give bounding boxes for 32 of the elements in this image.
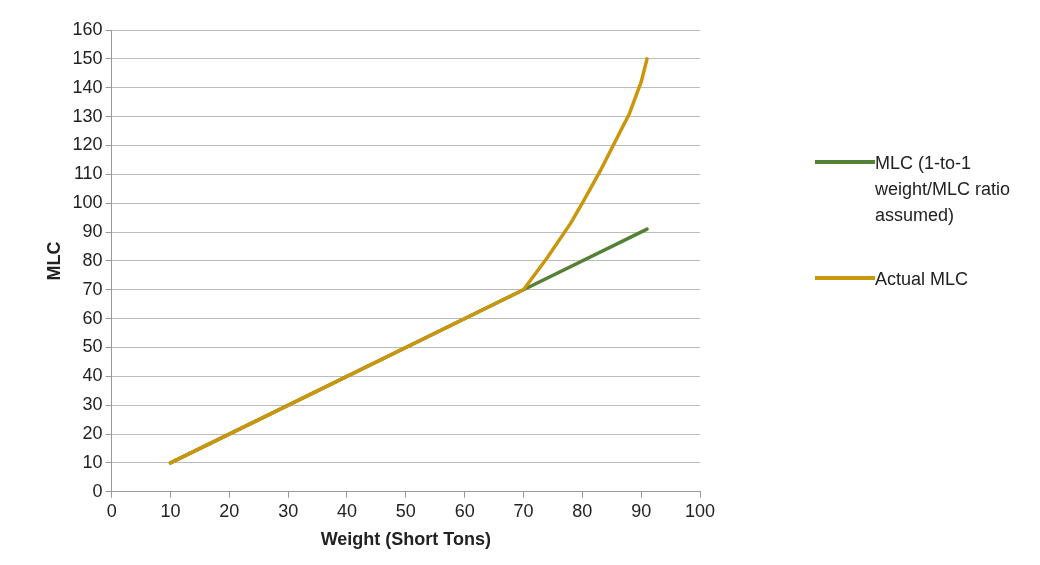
y-tick-label: 150: [72, 47, 103, 68]
y-tick-label: 120: [72, 134, 103, 155]
y-tick-label: 110: [73, 163, 103, 184]
legend-label: MLC (1-to-1 weight/MLC ratio assumed): [875, 152, 1012, 227]
x-tick-label: 10: [160, 500, 181, 521]
y-tick-label: 30: [82, 394, 103, 415]
x-tick-label: 60: [454, 500, 475, 521]
y-tick-label: 50: [82, 336, 103, 357]
y-tick-label: 10: [82, 451, 103, 472]
x-axis-title: Weight (Short Tons): [320, 529, 491, 550]
legend-label: Actual MLC: [875, 268, 970, 291]
y-tick-label: 140: [72, 76, 103, 97]
x-tick-label: 30: [278, 500, 299, 521]
x-tick-label: 40: [336, 500, 357, 521]
x-tick-label: 100: [684, 500, 716, 521]
y-tick-label: 130: [72, 105, 103, 126]
y-tick-label: 70: [82, 278, 103, 299]
x-tick-label: 50: [395, 500, 416, 521]
y-tick-label: 90: [82, 221, 103, 242]
y-tick-label: 100: [72, 192, 103, 213]
y-axis-title: MLC: [43, 241, 64, 281]
y-tick-label: 0: [92, 480, 103, 501]
y-tick-label: 20: [82, 423, 103, 444]
y-tick-label: 160: [72, 18, 103, 39]
x-tick-label: 80: [572, 500, 593, 521]
x-tick-label: 70: [513, 500, 534, 521]
y-tick-label: 60: [82, 307, 103, 328]
x-tick-label: 0: [106, 500, 117, 521]
x-tick-label: 90: [631, 500, 652, 521]
y-tick-label: 40: [82, 365, 103, 386]
x-tick-label: 20: [219, 500, 240, 521]
y-tick-label: 80: [82, 249, 103, 270]
